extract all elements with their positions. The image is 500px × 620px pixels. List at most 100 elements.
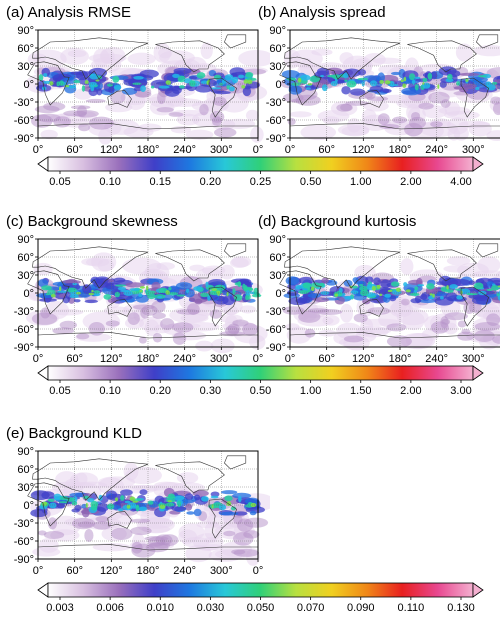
lat-tick-label: -30° [266, 306, 286, 318]
map-area [279, 29, 500, 141]
colorbar-tick-label: 0.070 [297, 602, 325, 614]
map-panel-b: (b) Analysis spread 90° 60° 30° 0° -30° -60° -9… [258, 4, 500, 162]
colorbar-tick-label: 0.010 [146, 602, 174, 614]
data-field [282, 256, 500, 351]
map-svg-d: 90°60°30°0°-30°-60°-90°0° 60° 120° 180° 240°… [266, 234, 500, 365]
lat-tick-label: 30° [269, 61, 286, 73]
lon-tick-label: 60° [318, 144, 335, 156]
lat-tick-label: 30° [17, 482, 34, 494]
map-svg-c: 90°60°30°0°-30°-60°-90°0° 60° 120° 180° 240°… [14, 234, 268, 365]
map-svg-a: 90°60°30°0°-30°-60°-90°0° 60° 120° 180° 240°… [14, 25, 270, 156]
colorbar-tick-label: 0.20 [150, 385, 171, 397]
lat-tick-label: 60° [269, 43, 286, 55]
lat-tick-label: -30° [14, 97, 34, 109]
colorbar-max-arrow [472, 582, 484, 598]
map-area [27, 450, 270, 566]
colorbar-tick-label: 0.25 [250, 176, 271, 188]
lat-tick-label: -30° [266, 97, 286, 109]
lon-tick-label: 180° [137, 353, 160, 365]
colorbar-tick-label: 0.50 [250, 385, 271, 397]
lon-tick-label: 300° [462, 353, 485, 365]
lat-tick-label: 30° [17, 270, 34, 282]
lon-tick-label: 240° [425, 144, 448, 156]
lat-tick-label: 90° [269, 234, 286, 246]
panel-title-e: (e) Background KLD [6, 425, 142, 442]
lon-tick-label: 0° [33, 353, 44, 365]
lon-tick-label: 180° [389, 353, 412, 365]
colorbar-tick-label: 0.05 [49, 385, 70, 397]
colorbar-gradient [47, 582, 474, 598]
panel-title-a: (a) Analysis RMSE [6, 4, 132, 21]
colorbar-tick-label: 0.003 [46, 602, 74, 614]
colorbar-tick-label: 0.10 [99, 385, 120, 397]
coastlines [27, 455, 258, 551]
lat-tick-label: -30° [14, 518, 34, 530]
lat-tick-label: -60° [14, 115, 34, 127]
lon-tick-label: 240° [173, 353, 196, 365]
lon-tick-label: 60° [66, 565, 83, 577]
lat-tick-label: -90° [14, 342, 34, 354]
lon-tick-label: 0° [253, 565, 264, 577]
data-field [26, 252, 268, 354]
coastlines [27, 34, 258, 130]
panel-title-d: (d) Background kurtosis [258, 213, 417, 230]
colorbar-tick-label: 0.090 [347, 602, 375, 614]
panel-title-c: (c) Background skewness [6, 213, 178, 230]
coastlines [279, 243, 500, 339]
lon-tick-label: 300° [210, 353, 233, 365]
colorbar-tick-label: 0.05 [49, 176, 70, 188]
lon-tick-label: 0° [253, 144, 264, 156]
colorbar-tick-label: 0.50 [300, 176, 321, 188]
lat-tick-label: 30° [17, 61, 34, 73]
lon-tick-label: 120° [100, 144, 123, 156]
map-area [279, 238, 500, 351]
colorbar-tick-label: 1.00 [300, 385, 321, 397]
map-svg-b: 90°60°30°0°-30°-60°-90°0° 60° 120° 180° 240°… [266, 25, 500, 156]
map-panel-a: (a) Analysis RMSE 90° 60° 30° 0° -30° -60° -90°… [6, 4, 270, 162]
lon-tick-label: 240° [425, 353, 448, 365]
graticule [38, 239, 258, 347]
lat-tick-label: 90° [17, 234, 34, 246]
lat-tick-label: 90° [17, 446, 34, 458]
lon-tick-label: 300° [210, 565, 233, 577]
lat-tick-label: 60° [17, 464, 34, 476]
colorbar-tick-label: 0.10 [99, 176, 120, 188]
lon-tick-label: 0° [285, 353, 296, 365]
lat-tick-label: -90° [14, 554, 34, 566]
lon-tick-label: 240° [173, 565, 196, 577]
lat-tick-label: -90° [266, 133, 286, 145]
lon-tick-label: 300° [462, 144, 485, 156]
lon-tick-label: 0° [285, 144, 296, 156]
lat-tick-label: 60° [17, 43, 34, 55]
colorbar-tick-label: 0.130 [447, 602, 475, 614]
colorbar-tick-label: 2.00 [400, 176, 421, 188]
lat-tick-label: 0° [23, 288, 34, 300]
lat-tick-label: 0° [275, 288, 286, 300]
lat-tick-label: -90° [14, 133, 34, 145]
lat-tick-label: -90° [266, 342, 286, 354]
colorbar-tick-label: 2.00 [400, 385, 421, 397]
coastlines [27, 243, 258, 339]
map-area [26, 238, 268, 354]
colorbar-tick-label: 1.00 [350, 176, 371, 188]
lat-tick-label: 60° [269, 252, 286, 264]
lat-tick-label: 0° [23, 500, 34, 512]
colorbar-3: 0.003 0.006 0.010 0.030 0.050 0.070 0.090 0.110… [37, 582, 484, 614]
colorbar-tick-label: 3.00 [450, 385, 471, 397]
lon-tick-label: 120° [100, 565, 123, 577]
colorbar-tick-label: 0.110 [398, 602, 425, 614]
colorbar-tick-label: 0.30 [200, 385, 221, 397]
panel-title-b: (b) Analysis spread [258, 4, 386, 21]
graticule [290, 239, 500, 347]
colorbar-tick-label: 0.15 [150, 176, 171, 188]
lon-tick-label: 180° [389, 144, 412, 156]
colorbar-tick-label: 0.030 [197, 602, 225, 614]
lon-tick-label: 180° [137, 144, 160, 156]
lat-tick-label: -60° [266, 115, 286, 127]
lon-tick-label: 0° [33, 144, 44, 156]
colorbar-tick-label: 0.050 [247, 602, 275, 614]
lat-tick-label: -60° [266, 324, 286, 336]
lon-tick-label: 60° [66, 353, 83, 365]
lat-tick-label: 90° [17, 25, 34, 37]
map-svg-e: 90°60°30°0°-30°-60°-90°0° 60° 120° 180° 240°… [14, 446, 270, 577]
